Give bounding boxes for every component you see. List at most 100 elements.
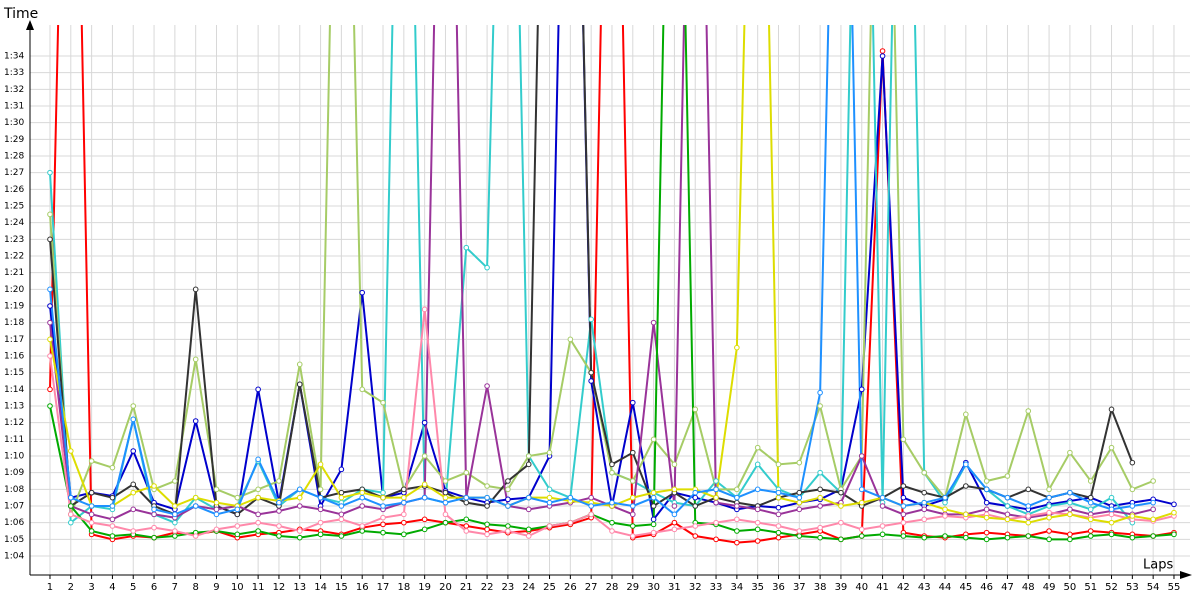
data-point xyxy=(88,489,95,496)
data-point xyxy=(47,319,53,326)
data-point xyxy=(588,316,594,323)
data-point xyxy=(775,489,782,496)
data-point xyxy=(1004,503,1011,509)
data-point xyxy=(484,521,490,528)
data-point xyxy=(359,489,366,496)
data-point xyxy=(963,411,969,418)
y-tick-label: 1:12 xyxy=(4,418,24,428)
x-tick-label: 50 xyxy=(1064,582,1077,593)
data-point xyxy=(401,494,407,501)
data-point xyxy=(921,499,927,506)
data-point xyxy=(442,478,449,484)
data-point xyxy=(796,528,803,534)
data-point xyxy=(983,506,990,513)
data-point xyxy=(130,506,137,513)
y-tick-label: 1:13 xyxy=(4,402,24,412)
data-point xyxy=(88,528,95,534)
data-point xyxy=(525,533,532,539)
x-tick-label: 29 xyxy=(626,582,639,593)
y-tick-label: 1:21 xyxy=(4,268,24,278)
data-point xyxy=(67,511,74,518)
data-point xyxy=(588,494,594,501)
x-tick-label: 55 xyxy=(1168,582,1181,593)
data-point xyxy=(192,418,199,424)
x-tick-label: 36 xyxy=(772,582,785,593)
data-point xyxy=(359,503,366,509)
x-tick-label: 14 xyxy=(314,582,327,593)
data-point xyxy=(338,489,345,496)
data-point xyxy=(401,511,407,518)
data-point xyxy=(629,478,636,484)
data-point xyxy=(900,436,907,443)
data-point xyxy=(692,503,699,509)
data-point xyxy=(754,461,761,468)
data-point xyxy=(1067,511,1073,518)
data-point xyxy=(629,533,636,539)
x-tick-label: 6 xyxy=(151,582,157,593)
x-tick-label: 22 xyxy=(481,582,494,593)
x-tick-label: 27 xyxy=(585,582,598,593)
x-tick-label: 38 xyxy=(814,582,827,593)
x-tick-label: 12 xyxy=(273,582,286,593)
data-point xyxy=(255,511,261,518)
data-point xyxy=(983,499,990,506)
data-point xyxy=(401,486,407,493)
data-point xyxy=(192,286,199,293)
data-point xyxy=(463,244,470,251)
data-point xyxy=(858,453,865,459)
x-tick-label: 46 xyxy=(980,582,993,593)
data-point xyxy=(1087,478,1094,484)
data-point xyxy=(484,483,490,489)
data-point xyxy=(1108,506,1115,513)
data-point xyxy=(775,511,782,518)
data-point xyxy=(629,494,636,501)
x-tick-label: 53 xyxy=(1126,582,1139,593)
data-point xyxy=(963,534,969,541)
data-point xyxy=(338,503,345,509)
data-point xyxy=(421,526,428,533)
data-point xyxy=(838,536,844,543)
data-point xyxy=(401,531,407,538)
x-tick-label: 26 xyxy=(564,582,577,593)
data-point xyxy=(380,494,386,501)
data-point xyxy=(963,483,969,489)
data-point xyxy=(609,469,615,476)
x-tick-label: 48 xyxy=(1022,582,1035,593)
data-point xyxy=(359,289,366,296)
data-point xyxy=(47,236,53,243)
y-tick-label: 1:04 xyxy=(4,552,24,562)
data-point xyxy=(963,461,969,468)
data-point xyxy=(296,534,303,541)
x-tick-label: 23 xyxy=(502,582,515,593)
data-point xyxy=(151,506,157,513)
data-point xyxy=(942,513,948,519)
x-tick-label: 24 xyxy=(522,582,535,593)
data-point xyxy=(546,523,553,529)
x-tick-label: 43 xyxy=(918,582,931,593)
data-point xyxy=(942,494,948,501)
data-point xyxy=(921,489,927,496)
data-point xyxy=(317,531,324,538)
y-tick-label: 1:19 xyxy=(4,302,24,312)
data-point xyxy=(1067,489,1073,496)
y-tick-label: 1:05 xyxy=(4,535,24,545)
x-tick-label: 4 xyxy=(109,582,115,593)
data-point xyxy=(546,449,553,456)
data-point xyxy=(380,514,386,521)
data-point xyxy=(629,511,636,518)
data-point xyxy=(650,489,657,496)
data-point xyxy=(421,494,428,501)
data-point xyxy=(567,336,574,343)
data-point xyxy=(879,531,886,538)
data-point xyxy=(921,506,927,513)
data-point xyxy=(47,303,53,309)
data-point xyxy=(109,523,116,529)
data-point xyxy=(1067,536,1073,543)
data-point xyxy=(338,466,345,473)
data-point xyxy=(734,486,740,493)
data-point xyxy=(796,506,803,513)
data-point xyxy=(692,523,699,529)
x-tick-label: 28 xyxy=(606,582,619,593)
y-tick-label: 1:23 xyxy=(4,235,24,245)
data-point xyxy=(754,444,761,451)
